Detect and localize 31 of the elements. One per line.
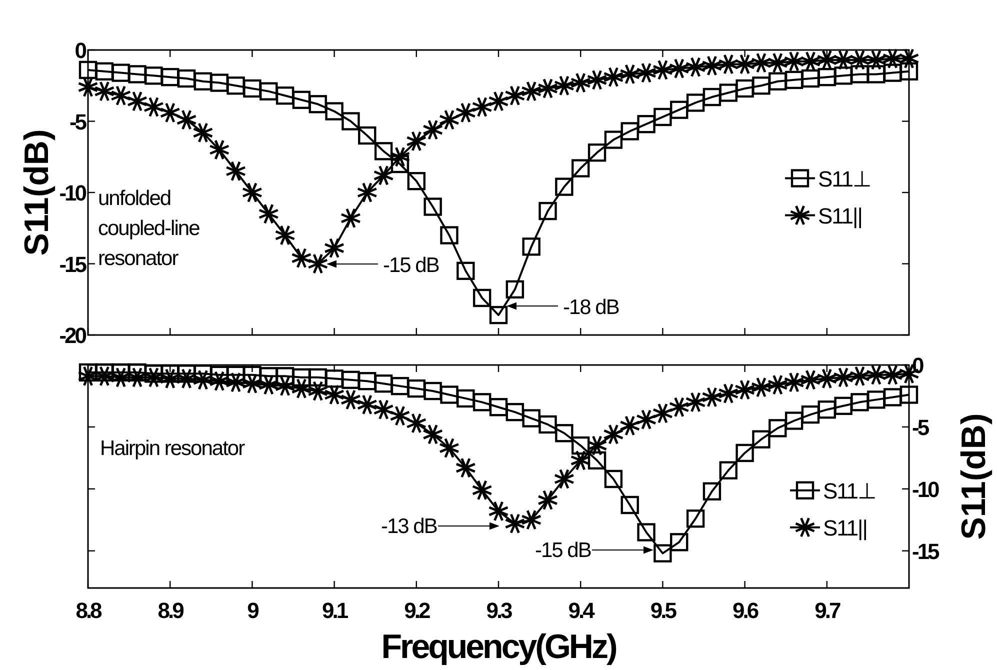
annotation: -18 dB xyxy=(563,296,619,319)
annotation: Hairpin resonator xyxy=(100,437,246,460)
annotation: -13 dB xyxy=(381,515,437,538)
legend-label: S11|| xyxy=(823,515,867,540)
legend-label: S11|| xyxy=(818,203,862,228)
y-tick-label: -10 xyxy=(59,180,87,206)
legend-label: S11⊥ xyxy=(818,166,871,192)
y-axis-title: S11(dB) xyxy=(955,413,993,540)
y-tick-label: 0 xyxy=(74,38,87,63)
x-tick-label: 9.1 xyxy=(322,598,348,623)
y-tick-label: -20 xyxy=(59,323,87,348)
y-tick-label: -15 xyxy=(912,538,940,564)
x-tick-label: 9.6 xyxy=(732,598,759,623)
x-tick-label: 8.8 xyxy=(76,598,102,623)
annotation: unfolded coupled-line resonator xyxy=(98,187,200,270)
y-tick-label: -15 xyxy=(59,252,87,277)
annotation: -15 dB xyxy=(535,539,591,562)
x-tick-label: 8.9 xyxy=(158,598,184,623)
x-tick-label: 9.3 xyxy=(486,598,513,623)
x-tick-label: 9.5 xyxy=(650,598,677,623)
x-axis-title: Frequency(GHz) xyxy=(381,628,616,666)
y-tick-label: -5 xyxy=(912,414,930,440)
x-tick-label: 9.7 xyxy=(814,598,841,623)
y-axis-title: S11(dB) xyxy=(18,129,56,256)
x-tick-label: 9 xyxy=(247,598,260,623)
y-tick-label: -10 xyxy=(912,476,940,502)
legend-label: S11⊥ xyxy=(823,478,876,504)
y-tick-label: -5 xyxy=(69,109,87,134)
x-tick-label: 9.4 xyxy=(568,598,596,623)
annotation: -15 dB xyxy=(383,254,439,277)
x-tick-label: 9.2 xyxy=(404,598,430,623)
